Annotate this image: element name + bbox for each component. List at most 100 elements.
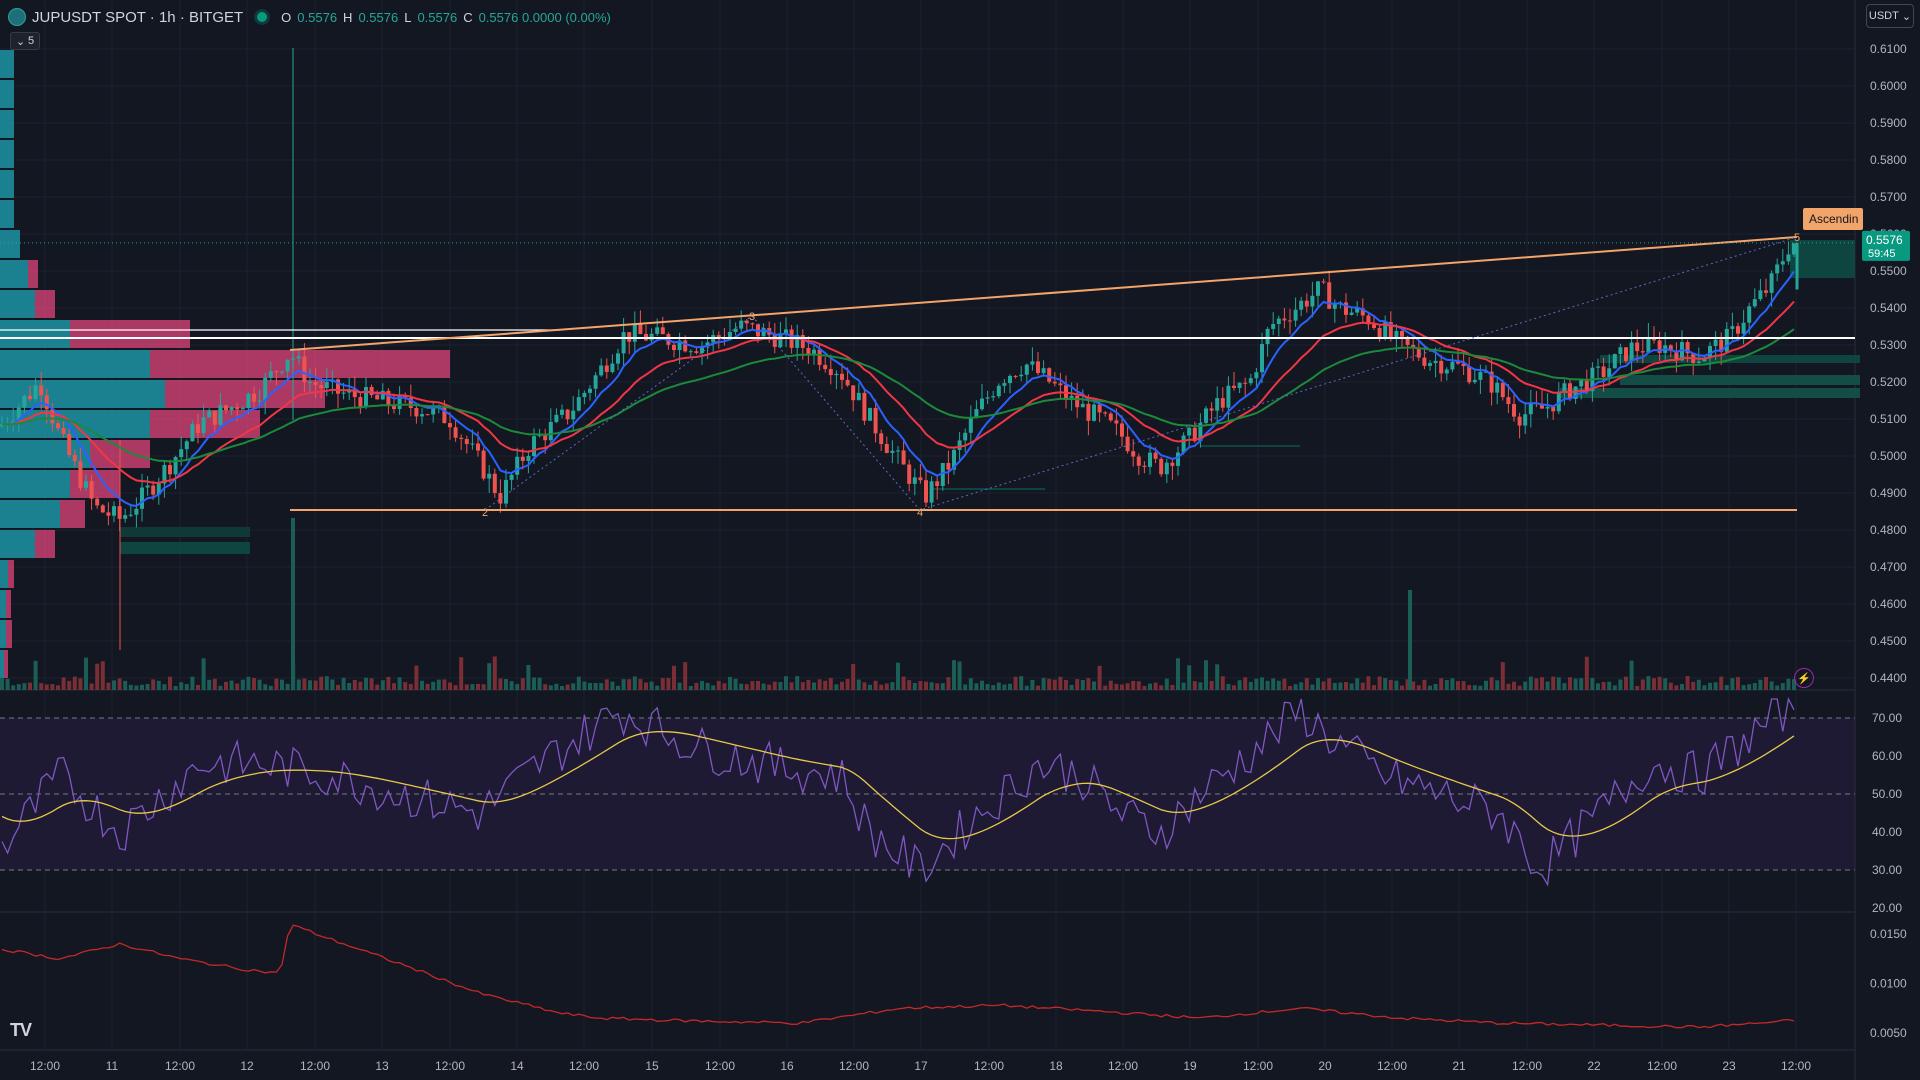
volume-bar [386, 676, 391, 690]
volume-bar [1461, 681, 1466, 690]
candle-body [576, 397, 581, 411]
volume-bar [1120, 684, 1124, 690]
volume-bar [912, 682, 917, 690]
volume-bar [117, 678, 122, 690]
volume-bar [67, 680, 72, 690]
candle-body [1528, 402, 1533, 415]
candle-body [616, 353, 620, 364]
volume-bar [520, 678, 525, 690]
volume-bar [257, 679, 262, 690]
time-label: 12 [240, 1059, 254, 1073]
volume-bar [1153, 682, 1158, 690]
candle-body [1271, 324, 1276, 329]
candle-body [1780, 261, 1785, 265]
candle-body [1372, 324, 1376, 328]
volume-bar [16, 684, 21, 690]
time-label: 12:00 [1108, 1059, 1138, 1073]
volume-profile [0, 50, 450, 678]
candle-body [464, 439, 469, 445]
pattern-path [484, 236, 1798, 511]
ohlc-low-value: 0.5576 [417, 9, 458, 25]
volume-bar [1260, 677, 1264, 690]
volume-bar [313, 680, 318, 690]
candle-body [492, 473, 497, 494]
volume-bar [879, 684, 884, 690]
volume-bar [190, 676, 195, 690]
volume-bar [1075, 679, 1080, 690]
candle-body [78, 461, 83, 488]
candle-body [806, 347, 811, 356]
ohlc-open-label: O [281, 9, 292, 25]
candle-body [1282, 318, 1287, 321]
volume-bar [705, 682, 710, 690]
atr-tick: 0.0150 [1870, 927, 1907, 941]
volume-bar [128, 684, 133, 690]
candle-body [593, 375, 598, 389]
candle-body [1668, 345, 1673, 352]
symbol-title[interactable]: JUPUSDT SPOT · 1h · BITGET [32, 8, 244, 26]
candle-body [324, 381, 329, 389]
volume-bar [1416, 685, 1421, 690]
volume-bar [968, 678, 973, 690]
price-tick: 0.4700 [1870, 560, 1907, 574]
volume-bar [1691, 681, 1696, 690]
candle-body [968, 417, 973, 433]
tradingview-logo[interactable]: TV [10, 1020, 32, 1040]
volume-bar [1495, 680, 1500, 690]
candle-body [1220, 398, 1225, 408]
vp-down-bar [165, 380, 325, 408]
volume-bar [974, 683, 979, 690]
candle-body [1456, 361, 1460, 364]
price-tick: 0.5700 [1870, 190, 1907, 204]
volume-bar [1086, 678, 1091, 690]
volume-bar [1534, 678, 1539, 690]
vp-down-bar [8, 560, 14, 588]
volume-bar [1148, 683, 1152, 690]
volume-bar [946, 677, 951, 690]
volume-bar [1478, 685, 1483, 690]
candle-body [179, 449, 184, 458]
volume-bar [929, 682, 934, 690]
candle-body [991, 396, 996, 398]
symbol-header[interactable]: JUPUSDT SPOT · 1h · BITGET O 0.5576 H 0.55… [8, 6, 611, 28]
rsi-tick: 30.00 [1872, 863, 1902, 877]
candle-body [907, 464, 912, 484]
volume-bar [1232, 685, 1236, 690]
volume-bar [873, 680, 878, 690]
candle-body [106, 512, 111, 516]
indicators-collapse-button[interactable]: ⌄ 5 [10, 32, 40, 50]
candle-body [1075, 395, 1080, 408]
currency-selector[interactable]: USDT ⌄ [1866, 4, 1914, 28]
volume-bar [459, 657, 464, 690]
volume-bar [1388, 679, 1393, 690]
candle-body [1489, 371, 1494, 393]
candle-body [336, 379, 340, 394]
volume-bar [711, 685, 716, 690]
volume-bar [1724, 685, 1729, 690]
candle-body [834, 373, 839, 376]
candle-body [823, 364, 828, 370]
candle-body [56, 423, 60, 429]
candle-body [890, 450, 895, 453]
vp-down-bar [150, 350, 450, 378]
volume-bar [1058, 676, 1063, 690]
candle-body [1428, 363, 1432, 366]
candle-body [112, 506, 116, 516]
volume-bar [1562, 683, 1567, 690]
volume-bar [1640, 679, 1645, 690]
ascending-triangle-pattern[interactable]: 2 3 4 5 [0, 232, 1855, 519]
volume-bar [1472, 685, 1477, 690]
rsi-tick: 60.00 [1872, 749, 1902, 763]
candle-body [442, 405, 447, 424]
volume-bar [1668, 682, 1673, 690]
time-label: 12:00 [705, 1059, 735, 1073]
candle-body [308, 382, 312, 384]
volume-bar [375, 684, 380, 690]
volume-bar [1052, 679, 1057, 690]
pattern-point: 5 [1794, 232, 1800, 244]
volume-bar [1545, 681, 1550, 690]
volume-bar [834, 684, 839, 690]
volume-bar [666, 677, 671, 690]
lightning-icon[interactable]: ⚡ [1794, 668, 1814, 688]
